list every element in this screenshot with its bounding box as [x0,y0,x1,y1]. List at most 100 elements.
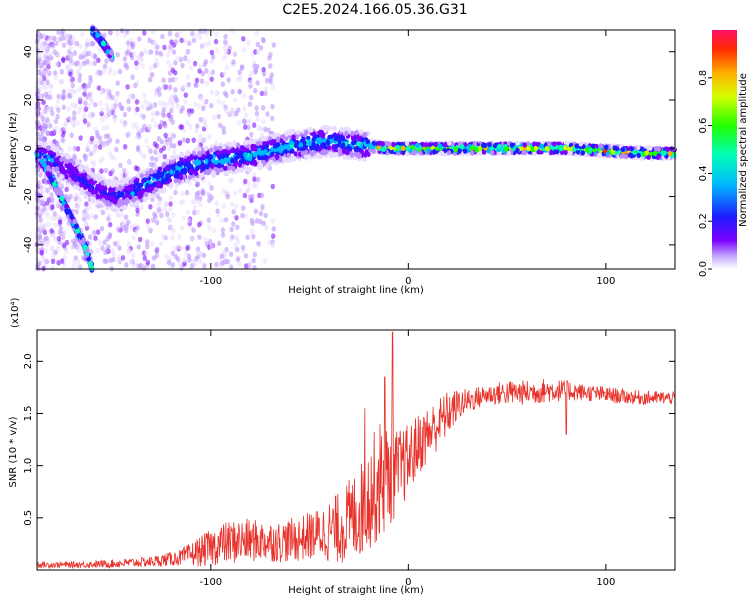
spectrogram-cell [93,146,99,152]
spectrogram-cell [652,150,658,157]
spectrogram-cell [59,195,65,202]
spectrogram-cell [145,145,151,151]
spectrogram-cell [108,257,113,264]
spectrogram-cell [42,222,48,229]
spectrogram-cell [68,172,74,178]
spectrogram-cell [126,45,131,51]
spectrogram-cell [244,188,250,195]
spectrogram-cell [259,90,265,97]
spectrogram-cell [310,151,315,157]
spectrogram-cell [331,125,337,132]
spectrogram-cell [36,69,42,76]
spectrogram-cell [98,100,103,107]
spectrogram-cell [39,249,44,256]
spectrogram-cell [67,115,72,121]
spectrogram-cell [46,59,51,66]
spectrogram-cell [202,263,207,269]
spectrogram-cell [168,136,173,143]
spectrogram-cell [223,52,228,58]
spectrogram-cell [197,234,202,240]
spectrogram-cell [116,227,122,233]
spectrogram-cell [78,135,83,141]
spectrogram-cell [169,182,174,188]
spectrogram-cell [100,156,105,162]
spectrogram-cell [261,37,266,44]
spectrogram-y-axis-label: Frequency (Hz) [8,112,19,188]
spectrogram-cell [205,190,210,197]
spectrogram-cell [163,132,168,139]
spectrogram-cell [244,112,249,118]
spectrogram-cell [197,152,202,158]
spectrogram-cell [55,113,60,120]
spectrogram-cell [221,144,226,150]
spectrogram-cell [342,154,347,160]
spectrogram-cell [263,86,269,92]
spectrogram-cell [481,149,487,155]
spectrogram-cell [167,77,173,83]
spectrogram-cell [93,235,98,241]
spectrogram-cell [315,143,320,149]
spectrogram-cell [90,135,95,142]
spectrogram-cell [168,195,174,201]
spectrogram-cell [102,258,107,264]
spectrogram-cell [152,102,158,108]
spectrogram-cell [635,145,641,151]
spectrogram-cell [151,263,156,270]
spectrogram-cell [90,198,96,204]
spectrogram-cell [195,123,200,129]
spectrogram-cell [127,248,132,254]
spectrogram-cell [270,218,275,224]
spectrogram-cell [231,166,236,172]
spectrogram-cell [130,44,135,50]
spectrogram-cell [115,51,120,58]
spectrogram-cell [87,103,92,109]
spectrogram-cell [87,95,93,102]
spectrogram-cell [122,32,128,39]
spectrogram-cell [80,31,85,37]
spectrogram-cell [247,156,253,162]
spectrogram-cell [578,141,583,147]
spectrogram-cell [44,68,50,74]
spectrogram-cell [193,170,199,176]
spectrogram-cell [290,148,295,154]
spectrogram-cell [59,183,65,190]
spectrogram-cell [474,147,479,153]
spectrogram-cell [356,152,361,158]
snr-series-line [36,331,676,570]
spectrogram-cell [156,183,161,189]
spectrogram-cell [665,146,670,152]
spectrogram-cell [122,122,127,129]
spectrogram-cell [195,165,200,171]
spectrogram-cell [271,233,276,239]
spectrogram-cell [61,104,66,111]
spectrogram-cell [37,42,42,49]
spectrogram-cell [140,103,145,110]
spectrogram-x-tick-label: 100 [596,276,615,287]
spectrogram-cell [220,159,226,165]
spectrogram-cell [168,201,173,207]
spectrogram-cell [52,211,57,217]
spectrogram-cell [69,77,74,84]
spectrogram-cell [128,259,134,265]
spectrogram-cell [165,173,170,179]
snr-scale-note: (x10⁴) [10,297,21,328]
spectrogram-cell [123,144,128,150]
spectrogram-cell [48,83,53,89]
spectrogram-cell [264,225,269,231]
spectrogram-cell [68,45,73,52]
spectrogram-cell [195,181,201,187]
spectrogram-cell [261,71,267,77]
spectrogram-cell [83,106,89,112]
spectrogram-cell [669,146,674,152]
spectrogram-cell [64,186,69,193]
spectrogram-cell [43,91,49,98]
spectrogram-cell [125,84,130,90]
spectrogram-cell [203,122,208,129]
spectrogram-cell [95,199,100,206]
spectrogram-cell [240,145,245,151]
spectrogram-cell [232,51,237,57]
spectrogram-cell [121,199,127,205]
spectrogram-cell [349,152,354,158]
spectrogram-cell [337,147,342,154]
spectrogram-cell [261,105,266,111]
